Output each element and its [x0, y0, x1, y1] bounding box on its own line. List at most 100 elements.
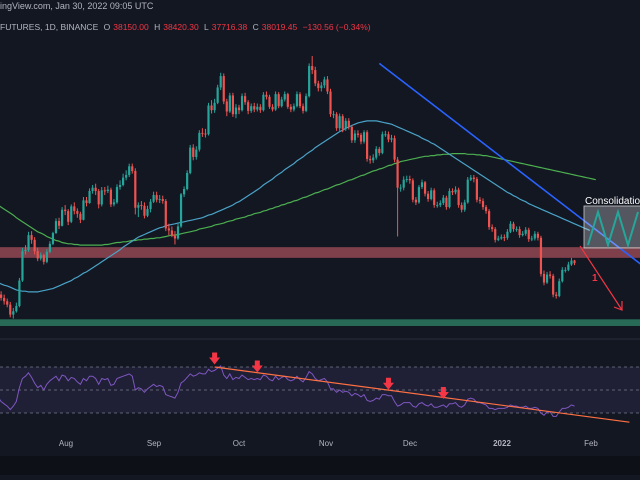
candle-body [228, 95, 231, 112]
candle [420, 179, 424, 190]
candle-body [545, 274, 549, 283]
candle [283, 91, 286, 102]
candle-body [21, 251, 24, 281]
candle [118, 180, 122, 190]
candle-body [18, 280, 21, 306]
candle-body [271, 106, 274, 110]
candle [237, 104, 241, 115]
candle-body [460, 205, 463, 210]
candle [494, 227, 497, 243]
candle-body [332, 114, 335, 116]
candle [21, 247, 24, 282]
consolidation-rect [583, 205, 640, 249]
candle [549, 271, 552, 279]
candle [463, 199, 466, 212]
candle-body [45, 251, 48, 262]
candle [94, 183, 97, 196]
candle [30, 231, 33, 244]
candle-body [308, 66, 311, 97]
candle-body [372, 157, 375, 161]
candle-body [88, 191, 91, 204]
candle [561, 267, 564, 283]
candle [478, 197, 482, 204]
candle [146, 205, 149, 218]
candle-body [268, 96, 271, 107]
candle [378, 146, 381, 156]
candle [317, 80, 320, 92]
candle-body [100, 190, 103, 205]
candle [265, 91, 268, 100]
candle-body [274, 94, 277, 110]
candle-body [408, 178, 411, 181]
candle [140, 201, 143, 210]
candle-body [384, 134, 387, 136]
candle-body [500, 237, 503, 239]
candle [326, 76, 329, 95]
candle [9, 301, 12, 318]
candle [274, 91, 277, 111]
candle [228, 92, 231, 113]
candle [423, 180, 427, 197]
candle [356, 130, 360, 138]
candle-body [295, 94, 299, 107]
candle [3, 294, 6, 305]
candle [256, 103, 259, 112]
candle [372, 154, 375, 163]
candle [417, 185, 421, 204]
candle [430, 187, 433, 201]
candle-body [472, 177, 475, 179]
candle-body [356, 133, 360, 135]
candle-body [530, 238, 533, 240]
candle [289, 104, 292, 113]
rsi-down-arrow [437, 386, 449, 399]
candle [469, 174, 472, 181]
candle-body [152, 195, 155, 202]
candle [570, 257, 573, 266]
candle-body [36, 251, 39, 259]
candle-body [91, 187, 94, 192]
candle [347, 118, 350, 130]
candle [475, 176, 478, 203]
candle-body [539, 237, 543, 274]
candle [115, 184, 119, 204]
candle-body [118, 185, 122, 188]
candle-body [524, 229, 527, 234]
footer-bar [0, 456, 640, 475]
candle-body [103, 190, 106, 192]
candle [18, 277, 21, 308]
candle [97, 189, 100, 209]
candle [472, 174, 475, 183]
candle [39, 252, 42, 261]
candle [268, 94, 271, 109]
candle-body [509, 223, 512, 232]
candle-body [97, 191, 100, 205]
candle-body [344, 120, 347, 129]
candle-body [518, 229, 521, 236]
candle-body [320, 85, 323, 89]
candle [408, 175, 411, 184]
candle [344, 118, 347, 131]
projection-arrowhead [613, 301, 623, 311]
candle-body [6, 301, 9, 305]
candle [149, 199, 152, 213]
candle-body [15, 305, 18, 312]
candle [170, 226, 173, 238]
candle-body [329, 91, 332, 115]
candle [51, 231, 55, 246]
candle [167, 223, 170, 236]
candle [216, 84, 219, 105]
candle-body [463, 202, 466, 210]
candle [402, 176, 405, 191]
candle-body [0, 294, 3, 298]
candle [305, 93, 308, 113]
candle [173, 231, 177, 245]
candle [564, 267, 567, 273]
candle-body [234, 107, 238, 115]
candle-body [280, 99, 283, 107]
candle-body [134, 170, 137, 208]
candle [497, 235, 500, 242]
candle-body [12, 311, 15, 315]
candle-body [491, 227, 494, 230]
candle-body [494, 229, 497, 240]
